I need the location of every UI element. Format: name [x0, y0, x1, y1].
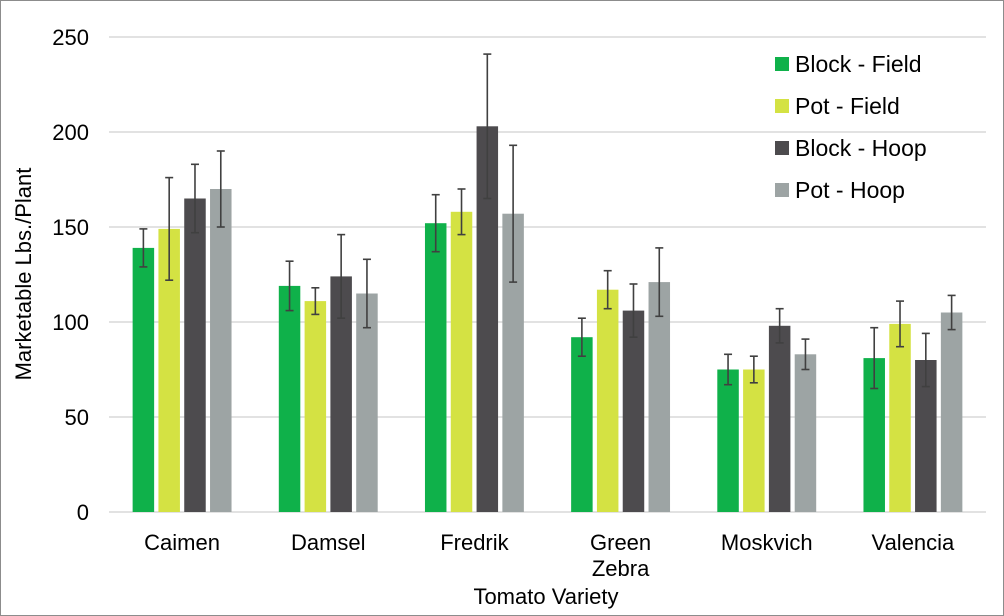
legend: Block - Field Pot - Field Block - Hoop Pot … — [775, 51, 927, 203]
bar-fredrik-pot-hoop — [502, 213, 524, 512]
error-bar-damsel-block-hoop — [337, 233, 346, 320]
error-bar-fredrik-block-hoop — [483, 53, 492, 200]
bar-valencia-block-hoop — [915, 360, 937, 512]
x-axis-title: Tomato Variety — [473, 584, 618, 609]
legend-swatch-pot-field — [775, 99, 789, 113]
bar-fredrik-block-field — [424, 223, 447, 512]
error-bar-moskvich-pot-hoop — [801, 338, 810, 371]
bar-fredrik-block-hoop — [476, 126, 499, 513]
legend-item-pot-hoop: Pot - Hoop — [775, 177, 905, 203]
bar-damsel-pot-hoop — [356, 293, 378, 512]
x-tick-label-valencia: Valencia — [872, 530, 956, 555]
bar-fredrik-pot-field — [450, 211, 473, 513]
error-bar-damsel-block-field — [285, 260, 294, 312]
legend-item-block-hoop: Block - Hoop — [775, 135, 927, 161]
legend-swatch-block-hoop — [775, 141, 789, 155]
error-bar-green-zebra-block-field — [577, 317, 586, 358]
bar-green-zebra-block-hoop — [622, 310, 645, 512]
y-tick-label-0: 0 — [77, 500, 89, 525]
bars — [132, 126, 963, 513]
legend-swatch-pot-hoop — [775, 183, 789, 197]
bar-green-zebra-block-field — [571, 337, 593, 512]
x-tick-label-moskvich: Moskvich — [721, 530, 813, 555]
bar-caimen-pot-field — [158, 228, 180, 512]
bar-caimen-pot-hoop — [210, 189, 232, 512]
bar-caimen-block-hoop — [184, 198, 206, 512]
bar-caimen-block-field — [132, 247, 155, 512]
error-bar-fredrik-pot-hoop — [509, 144, 518, 283]
legend-label-pot-hoop: Pot - Hoop — [795, 177, 905, 203]
x-tick-label-green-zebra: Green Zebra — [590, 530, 651, 581]
x-axis-categories: Caimen Damsel Fredrik Green Zebra Moskvich Val… — [144, 530, 955, 581]
bar-valencia-pot-field — [889, 323, 911, 512]
bar-valencia-pot-hoop — [940, 312, 963, 512]
x-tick-label-damsel: Damsel — [291, 530, 366, 555]
legend-item-pot-field: Pot - Field — [775, 93, 900, 119]
error-bar-green-zebra-block-hoop — [629, 283, 638, 339]
error-bar-damsel-pot-hoop — [362, 258, 371, 329]
error-bar-valencia-pot-hoop — [947, 294, 956, 331]
bar-valencia-block-field — [863, 358, 885, 512]
legend-item-block-field: Block - Field — [775, 51, 922, 77]
y-tick-label-50: 50 — [65, 405, 89, 430]
bar-moskvich-block-field — [717, 369, 739, 512]
y-tick-label-100: 100 — [52, 310, 89, 335]
bar-moskvich-block-hoop — [768, 325, 791, 512]
bar-moskvich-pot-field — [743, 369, 765, 512]
bar-damsel-block-field — [278, 285, 301, 512]
error-bar-moskvich-pot-field — [749, 355, 758, 384]
error-bar-damsel-pot-field — [311, 286, 320, 316]
error-bar-moskvich-block-field — [724, 353, 733, 386]
y-tick-label-250: 250 — [52, 25, 89, 50]
y-tick-label-150: 150 — [52, 215, 89, 240]
error-bar-caimen-pot-field — [165, 176, 174, 282]
x-tick-label-caimen: Caimen — [144, 530, 220, 555]
error-bar-valencia-block-field — [870, 326, 879, 390]
error-bar-caimen-block-field — [139, 228, 148, 268]
bar-green-zebra-pot-hoop — [648, 282, 671, 512]
bar-green-zebra-pot-field — [596, 289, 619, 512]
error-bar-valencia-pot-field — [896, 300, 905, 348]
error-bar-caimen-block-hoop — [190, 163, 199, 234]
error-bar-caimen-pot-hoop — [216, 150, 225, 228]
error-bar-fredrik-block-field — [431, 193, 440, 253]
error-bar-fredrik-pot-field — [457, 188, 466, 236]
error-bar-valencia-block-hoop — [921, 332, 930, 388]
bar-damsel-pot-field — [304, 301, 327, 512]
error-bar-moskvich-block-hoop — [775, 307, 784, 344]
legend-label-block-hoop: Block - Hoop — [795, 135, 927, 161]
error-bars — [139, 53, 956, 390]
error-bar-green-zebra-pot-hoop — [655, 247, 664, 318]
gridlines — [109, 36, 986, 513]
y-axis-title: Marketable Lbs./Plant — [11, 168, 36, 381]
bar-damsel-block-hoop — [330, 276, 352, 512]
legend-swatch-block-field — [775, 57, 789, 71]
x-tick-label-fredrik: Fredrik — [440, 530, 509, 555]
y-tick-label-200: 200 — [52, 120, 89, 145]
bar-moskvich-pot-hoop — [794, 354, 817, 512]
y-axis-ticks: 0 50 100 150 200 250 — [52, 25, 89, 525]
legend-label-block-field: Block - Field — [795, 51, 922, 77]
legend-label-pot-field: Pot - Field — [795, 93, 900, 119]
error-bar-green-zebra-pot-field — [603, 269, 612, 310]
